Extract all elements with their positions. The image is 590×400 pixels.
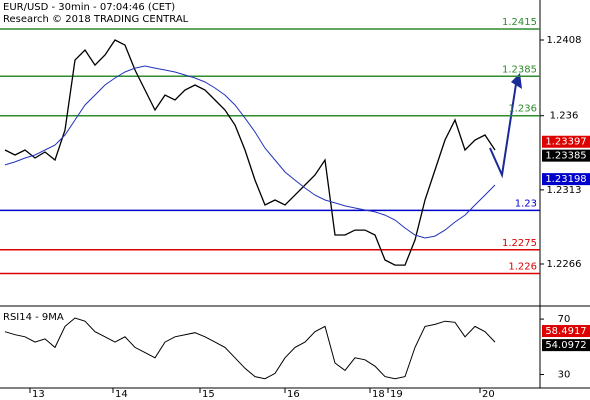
- x-tick-label: 14: [115, 389, 128, 400]
- level-label: 1.2415: [502, 17, 537, 28]
- rsi-marker: [542, 325, 590, 338]
- x-tick-label: 20: [482, 389, 495, 400]
- x-tick-label: 18: [372, 389, 385, 400]
- price-line: [4, 39, 496, 266]
- rsi-line: [4, 317, 496, 380]
- price-marker: [542, 135, 590, 148]
- price-marker-label: 1.23385: [545, 151, 586, 162]
- forecast-arrow: [489, 83, 517, 179]
- level-label: 1.2275: [502, 238, 537, 249]
- level-label: 1.226: [508, 261, 537, 272]
- rsi-title: RSI14 - 9MA: [3, 312, 64, 323]
- price-marker-label: 1.23198: [545, 174, 586, 185]
- y-tick-label: 1.2266: [547, 259, 582, 270]
- level-label: 1.23: [515, 198, 537, 209]
- rsi-marker-label: 58.4917: [545, 326, 586, 337]
- x-tick-label: 13: [32, 389, 45, 400]
- chart-subtitle: Research © 2018 TRADING CENTRAL: [3, 14, 189, 25]
- price-marker: [542, 173, 590, 186]
- rsi-tick-label: 30: [558, 370, 571, 381]
- rsi-tick-label: 70: [558, 314, 571, 325]
- level-label: 1.236: [508, 104, 537, 115]
- chart-title: EUR/USD - 30min - 07:04:46 (CET): [3, 2, 175, 13]
- price-marker-label: 1.23397: [545, 137, 586, 148]
- rsi-marker: [542, 339, 590, 352]
- y-tick-label: 1.2408: [547, 35, 582, 46]
- y-tick-label: 1.236: [550, 111, 579, 122]
- y-tick-label: 1.2313: [547, 185, 582, 196]
- x-tick-label: 15: [202, 389, 215, 400]
- level-label: 1.2385: [502, 64, 537, 75]
- x-tick-label: 16: [287, 389, 300, 400]
- ma-line: [4, 65, 496, 239]
- rsi-marker-label: 54.0972: [545, 340, 586, 351]
- x-tick-label: 19: [390, 389, 403, 400]
- price-marker: [542, 149, 590, 162]
